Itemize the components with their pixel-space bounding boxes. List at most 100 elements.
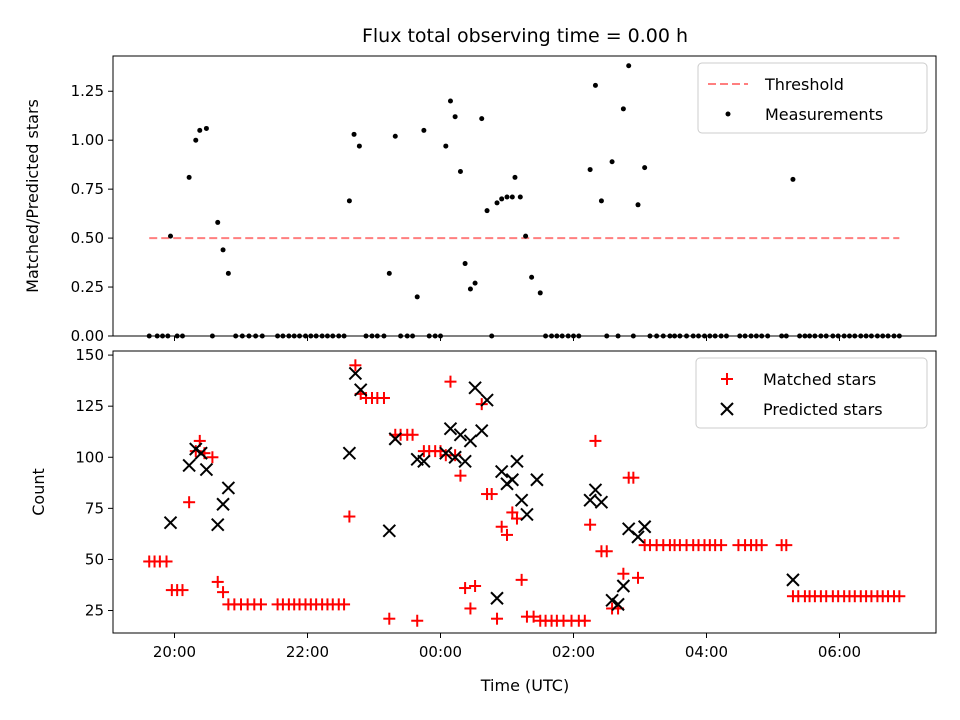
measurement-point bbox=[504, 194, 510, 200]
measurement-point bbox=[499, 196, 505, 202]
matched-star-point bbox=[338, 598, 351, 611]
matched-star-point bbox=[444, 375, 457, 388]
matched-star-point bbox=[632, 571, 645, 584]
measurement-point bbox=[467, 286, 473, 292]
measurement-point bbox=[790, 176, 796, 182]
matched-star-point bbox=[589, 434, 602, 447]
predicted-star-point bbox=[786, 573, 800, 587]
matched-star-point bbox=[584, 518, 597, 531]
ratio-panel: 0.00 0.25 0.50 0.75 1.00 1.25 Matched/Predict… bbox=[23, 55, 937, 345]
predicted-star-point bbox=[494, 464, 509, 479]
predicted-star-point bbox=[611, 597, 625, 612]
measurement-point bbox=[203, 125, 209, 131]
count-x-label: Time (UTC) bbox=[480, 676, 569, 695]
matched-star-point bbox=[755, 539, 768, 552]
count-x-axis: 20:00 22:00 00:00 02:00 04:00 06:00 bbox=[153, 633, 861, 661]
ratio-y-tick-label: 1.25 bbox=[71, 82, 104, 100]
predicted-star-point bbox=[458, 454, 472, 469]
count-x-tick-label: 00:00 bbox=[419, 643, 462, 661]
predicted-star-point bbox=[388, 432, 402, 446]
ratio-y-axis: 0.00 0.25 0.50 0.75 1.00 1.25 bbox=[71, 82, 113, 345]
measurement-point bbox=[512, 174, 518, 180]
count-legend: Matched stars Predicted stars bbox=[695, 357, 928, 429]
matched-star-point bbox=[491, 612, 504, 625]
predicted-star-point bbox=[163, 515, 178, 530]
count-x-tick-label: 02:00 bbox=[552, 643, 595, 661]
predicted-star-point bbox=[211, 517, 225, 532]
measurements-legend-label: Measurements bbox=[765, 105, 883, 124]
ratio-y-label: Matched/Predicted stars bbox=[23, 99, 42, 293]
matched-star-point bbox=[780, 539, 793, 552]
measurement-point bbox=[609, 159, 615, 165]
predicted-star-point bbox=[182, 458, 196, 473]
matched-star-point bbox=[449, 449, 462, 462]
measurement-point bbox=[494, 200, 500, 206]
predicted-star-point bbox=[194, 446, 208, 460]
measurement-point bbox=[414, 294, 420, 300]
predicted-star-point bbox=[417, 454, 431, 469]
measurement-point bbox=[443, 143, 449, 149]
predicted-star-point bbox=[588, 483, 603, 497]
predicted-star-point bbox=[583, 493, 597, 507]
ratio-x-ticks bbox=[174, 336, 840, 341]
matched-legend-swatch bbox=[721, 373, 733, 385]
ratio-y-tick-label: 0.50 bbox=[71, 229, 104, 247]
ratio-y-tick-label: 0.25 bbox=[71, 278, 104, 296]
predicted-star-point bbox=[439, 446, 453, 460]
measurement-point bbox=[186, 174, 192, 180]
measurement-point bbox=[197, 127, 203, 133]
measurement-point bbox=[484, 208, 490, 214]
predicted-star-point bbox=[453, 428, 468, 442]
measurement-point bbox=[620, 106, 626, 112]
measurement-point bbox=[168, 233, 174, 239]
count-y-tick-label: 25 bbox=[85, 602, 104, 620]
count-legend-box bbox=[695, 357, 928, 429]
threshold-legend-label: Threshold bbox=[764, 75, 844, 94]
count-y-axis: 25 50 75 100 125 150 bbox=[75, 346, 113, 620]
measurement-point bbox=[587, 167, 593, 173]
count-axes-frame bbox=[112, 350, 937, 634]
count-y-tick-label: 150 bbox=[75, 346, 104, 364]
matched-star-point bbox=[527, 610, 540, 623]
ratio-y-tick-label: 0.75 bbox=[71, 180, 104, 198]
measurement-point bbox=[529, 274, 535, 280]
matched-star-point bbox=[617, 567, 630, 580]
matched-star-point bbox=[454, 469, 467, 482]
measurement-point bbox=[462, 261, 468, 267]
matched-star-point bbox=[501, 528, 513, 541]
matched-star-point bbox=[459, 582, 472, 595]
count-marks bbox=[143, 359, 906, 627]
matched-star-point bbox=[893, 590, 906, 603]
count-y-label: Count bbox=[29, 468, 48, 516]
measurement-point bbox=[457, 169, 463, 175]
predicted-legend-label: Predicted stars bbox=[763, 400, 883, 419]
predicted-star-point bbox=[221, 481, 236, 495]
count-x-tick-label: 04:00 bbox=[685, 643, 728, 661]
matched-star-point bbox=[383, 612, 396, 625]
predicted-star-point bbox=[605, 593, 619, 608]
measurement-point bbox=[626, 63, 632, 69]
ratio-legend: Threshold Measurements bbox=[697, 62, 928, 134]
matched-legend-label: Matched stars bbox=[763, 370, 876, 389]
count-x-tick-label: 06:00 bbox=[818, 643, 861, 661]
measurement-point bbox=[346, 198, 352, 204]
ratio-y-tick-label: 0.00 bbox=[71, 327, 104, 345]
chart-title: Flux total observing time = 0.00 h bbox=[362, 25, 688, 47]
ratio-axes-frame bbox=[112, 55, 937, 337]
measurement-point bbox=[472, 280, 478, 286]
matched-star-point bbox=[183, 496, 196, 509]
measurement-point bbox=[517, 194, 523, 200]
predicted-star-point bbox=[216, 497, 230, 511]
measurement-point bbox=[421, 127, 427, 133]
matched-star-point bbox=[506, 506, 519, 519]
measurement-point bbox=[215, 219, 221, 225]
count-y-tick-label: 75 bbox=[85, 499, 104, 517]
ratio-y-tick-label: 1.00 bbox=[71, 131, 104, 149]
matched-star-point bbox=[406, 428, 419, 441]
measurement-point bbox=[225, 270, 231, 276]
predicted-star-point bbox=[348, 366, 363, 381]
predicted-star-point bbox=[520, 507, 534, 522]
matched-star-point bbox=[254, 598, 267, 611]
predicted-star-point bbox=[199, 462, 214, 477]
